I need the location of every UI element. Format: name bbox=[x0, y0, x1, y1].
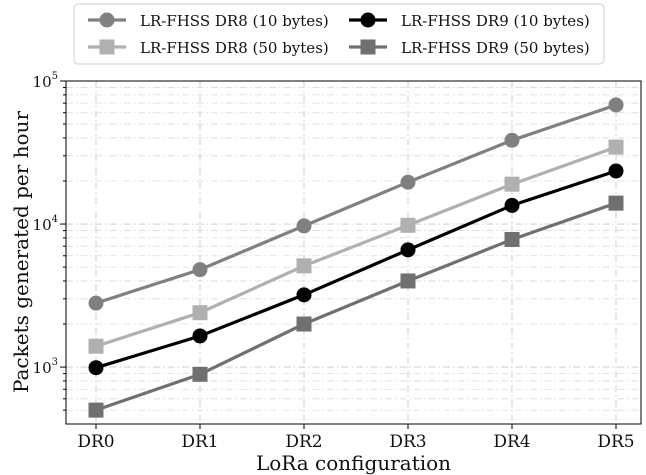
legend-marker bbox=[99, 39, 115, 55]
series-4 bbox=[88, 195, 624, 418]
data-point bbox=[296, 258, 312, 274]
data-point bbox=[88, 402, 104, 418]
legend-marker bbox=[360, 39, 376, 55]
legend-items: LR-FHSS DR8 (10 bytes) LR-FHSS DR8 (50 by… bbox=[88, 12, 590, 57]
series-line bbox=[95, 169, 617, 370]
data-point bbox=[608, 195, 624, 211]
data-point bbox=[400, 242, 416, 258]
data-point bbox=[608, 97, 624, 113]
legend-label: LR-FHSS DR8 (50 bytes) bbox=[140, 39, 329, 57]
x-tick-label: DR1 bbox=[181, 432, 218, 452]
x-tick-label: DR0 bbox=[77, 432, 114, 452]
x-tick-label: DR5 bbox=[597, 432, 634, 452]
legend-item: LR-FHSS DR8 (10 bytes) bbox=[88, 12, 329, 30]
data-point bbox=[192, 366, 208, 382]
legend-marker bbox=[360, 12, 376, 28]
data-point bbox=[608, 163, 624, 179]
legend: LR-FHSS DR8 (10 bytes) LR-FHSS DR8 (50 by… bbox=[73, 3, 605, 65]
legend-label: LR-FHSS DR9 (10 bytes) bbox=[401, 12, 590, 30]
y-tick-label: 104 bbox=[33, 214, 58, 234]
series-line bbox=[95, 145, 617, 348]
y-axis-label: Packets generated per hour bbox=[9, 111, 33, 394]
data-point bbox=[296, 218, 312, 234]
data-point bbox=[400, 273, 416, 289]
series-line bbox=[95, 201, 617, 412]
series-1 bbox=[88, 97, 624, 311]
data-point bbox=[192, 328, 208, 344]
x-tick-label: DR3 bbox=[389, 432, 426, 452]
grid bbox=[66, 80, 641, 424]
data-point bbox=[400, 174, 416, 190]
x-tick-label: DR2 bbox=[285, 432, 322, 452]
data-point bbox=[296, 316, 312, 332]
y-tick-label: 105 bbox=[33, 71, 58, 91]
data-point bbox=[88, 360, 104, 376]
data-point bbox=[504, 197, 520, 213]
data-point bbox=[192, 305, 208, 321]
data-point bbox=[504, 176, 520, 192]
series-line bbox=[95, 103, 617, 305]
data-point bbox=[192, 262, 208, 278]
data-point bbox=[296, 287, 312, 303]
legend-label: LR-FHSS DR8 (10 bytes) bbox=[140, 12, 329, 30]
data-point bbox=[504, 231, 520, 247]
plot-frame bbox=[65, 80, 642, 425]
y-tick-label: 103 bbox=[33, 357, 58, 377]
x-axis-label: LoRa configuration bbox=[256, 451, 451, 475]
legend-item: LR-FHSS DR8 (50 bytes) bbox=[88, 39, 329, 57]
data-point bbox=[400, 217, 416, 233]
series-3 bbox=[88, 163, 624, 376]
data-point bbox=[88, 295, 104, 311]
series-layer bbox=[88, 97, 624, 418]
legend-item: LR-FHSS DR9 (10 bytes) bbox=[349, 12, 590, 30]
axis-ticks: DR0 DR1 DR2 DR3 DR4 DR5 103 104 105 bbox=[33, 71, 635, 452]
series-2 bbox=[88, 139, 624, 354]
data-point bbox=[504, 132, 520, 148]
legend-label: LR-FHSS DR9 (50 bytes) bbox=[401, 39, 590, 57]
data-point bbox=[608, 139, 624, 155]
legend-item: LR-FHSS DR9 (50 bytes) bbox=[349, 39, 590, 57]
legend-box bbox=[73, 3, 605, 65]
x-tick-label: DR4 bbox=[493, 432, 530, 452]
legend-marker bbox=[99, 12, 115, 28]
data-point bbox=[88, 338, 104, 354]
